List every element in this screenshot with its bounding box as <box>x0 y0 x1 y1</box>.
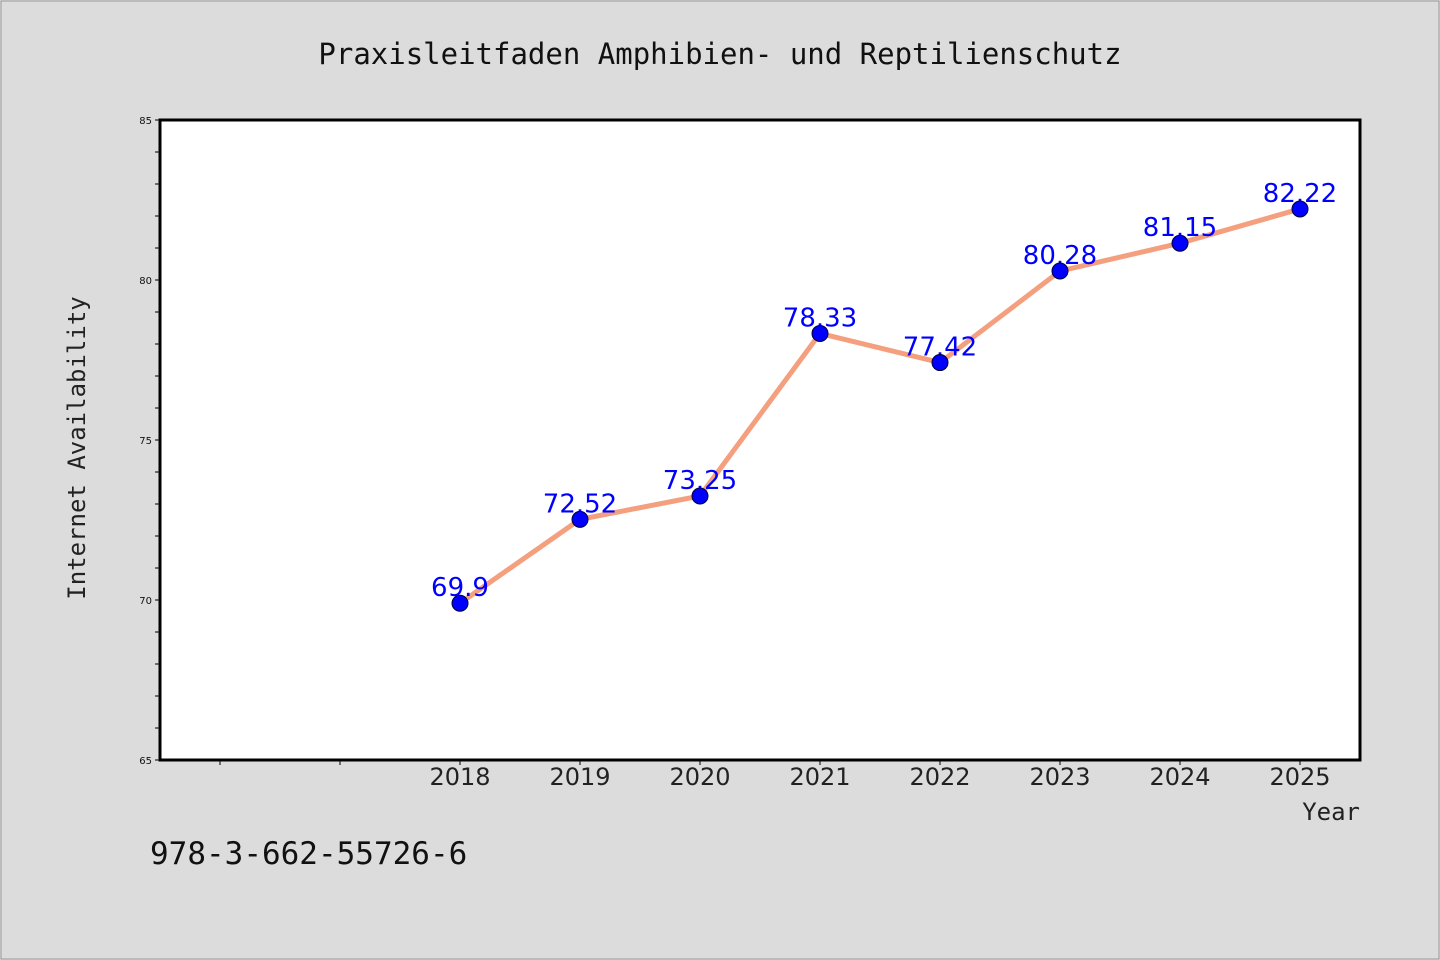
x-tick-label: 2022 <box>909 763 970 791</box>
x-tick-label: 2023 <box>1029 763 1090 791</box>
data-point <box>691 487 709 505</box>
plot-area <box>160 120 1360 760</box>
data-point <box>811 324 829 342</box>
y-tick-label: 80 <box>139 276 152 287</box>
data-point <box>1051 262 1069 280</box>
x-tick-label: 2025 <box>1269 763 1330 791</box>
data-point <box>571 510 589 528</box>
isbn-text: 978-3-662-55726-6 <box>150 836 467 872</box>
series-line <box>457 206 1303 606</box>
x-tick-label: 2021 <box>789 763 850 791</box>
y-tick-label: 65 <box>139 756 152 767</box>
x-tick-label: 2018 <box>429 763 490 791</box>
y-axis-label: Internet Availability <box>63 296 91 599</box>
data-point <box>451 594 469 612</box>
plot-frame <box>158 118 1362 762</box>
y-tick-label: 70 <box>139 596 152 607</box>
x-axis-ticks: 2018 2019 2020 2021 2022 2023 2024 2025 <box>219 760 1331 791</box>
data-point <box>1291 200 1309 218</box>
data-point <box>1171 234 1189 252</box>
chart-title: Praxisleitfaden Amphibien- und Reptilien… <box>318 37 1121 71</box>
x-tick-label: 2024 <box>1149 763 1210 791</box>
y-tick-label: 85 <box>139 116 152 127</box>
x-tick-label: 2019 <box>549 763 610 791</box>
x-tick-label: 2020 <box>669 763 730 791</box>
data-point <box>931 354 949 372</box>
x-axis-label: Year <box>1302 798 1360 826</box>
y-tick-label: 75 <box>139 436 152 447</box>
